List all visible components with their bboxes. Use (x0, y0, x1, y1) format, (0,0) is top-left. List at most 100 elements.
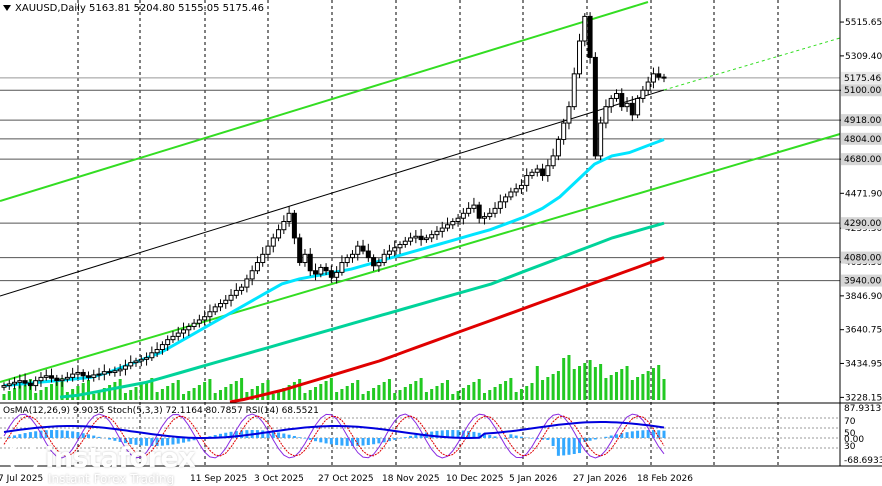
volume-bar (39, 390, 42, 400)
volume-bar (531, 383, 534, 400)
volume-bar (404, 387, 407, 400)
volume-bar (129, 390, 132, 400)
candle-body (504, 197, 508, 202)
candle-body (393, 248, 397, 251)
volume-bar (457, 391, 460, 400)
candle-body (651, 74, 655, 82)
osma-bar (589, 438, 592, 441)
osma-bar (604, 437, 607, 438)
volume-bar (636, 377, 639, 400)
x-tick-label: 18 Nov 2025 (382, 474, 440, 484)
candle-body (361, 246, 365, 251)
candle-body (456, 218, 460, 221)
osma-bar (50, 430, 53, 438)
candle-body (108, 372, 112, 373)
candle-body (514, 189, 518, 192)
osma-bar (340, 438, 343, 446)
osma-bar (494, 436, 497, 438)
level-label: 4918.00 (844, 116, 881, 126)
osma-bar (404, 437, 407, 438)
volume-bar (356, 380, 359, 400)
candle-body (213, 307, 217, 312)
volume-bar (346, 386, 349, 400)
candle-body (350, 254, 354, 257)
volume-bar (76, 386, 79, 400)
candle-body (182, 330, 186, 333)
osma-bar (66, 431, 69, 438)
candle-body (519, 185, 523, 188)
osma-bar (520, 437, 523, 438)
volume-bar (599, 364, 602, 400)
osma-bar (330, 438, 333, 444)
candle-body (430, 235, 434, 238)
volume-bar (472, 382, 475, 400)
candle-body (599, 123, 603, 156)
volume-bar (3, 394, 6, 400)
candle-body (97, 374, 101, 375)
volume-bar (267, 380, 270, 400)
volume-bar (615, 372, 618, 400)
candle-body (282, 222, 286, 230)
level-label: 4080.00 (844, 254, 881, 264)
volume-bar (119, 379, 122, 400)
indicator-axis-label: 87.9313 (844, 404, 881, 414)
candle-body (387, 251, 391, 254)
volume-bar (113, 382, 116, 400)
candle-body (208, 312, 212, 317)
volume-bar (240, 378, 243, 400)
candle-body (50, 376, 54, 378)
candle-body (372, 258, 376, 266)
indicator-axis-label: 0.00 (844, 435, 864, 445)
candle-body (129, 363, 133, 366)
candle-body (176, 333, 180, 336)
candle-body (187, 327, 191, 330)
osma-bar (335, 438, 338, 445)
candle-body (578, 41, 582, 74)
volume-bar (504, 381, 507, 400)
osma-bar (567, 438, 570, 455)
volume-bar (214, 393, 217, 400)
osma-bar (636, 431, 639, 438)
candle-body (477, 205, 481, 218)
candle-body (335, 272, 339, 277)
osma-bar (298, 437, 301, 438)
candle-body (440, 228, 444, 231)
volume-bar (198, 385, 201, 400)
candle-body (414, 236, 418, 238)
osma-bar (98, 437, 101, 438)
candle-body (261, 254, 265, 262)
x-tick-label: 5 Jan 2026 (509, 474, 557, 484)
volume-bar (626, 366, 629, 400)
level-label: 5175.46 (844, 74, 881, 84)
volume-bar (309, 390, 312, 400)
osma-bar (488, 435, 491, 438)
volume-bar (124, 393, 127, 400)
osma-bar (277, 432, 280, 438)
volume-bar (414, 381, 417, 400)
candle-body (472, 205, 476, 208)
candle-body (298, 238, 302, 263)
candle-body (625, 103, 629, 106)
volume-bar (451, 394, 454, 400)
logo-mark-icon (8, 442, 40, 474)
volume-bar (50, 384, 53, 400)
volume-bar (34, 393, 37, 400)
y-tick-label: 5515.65 (845, 18, 882, 28)
volume-bar (362, 394, 365, 400)
osma-bar (393, 438, 396, 440)
volume-bar (319, 384, 322, 400)
candle-body (171, 336, 175, 339)
volume-bar (430, 389, 433, 400)
candle-body (562, 123, 566, 139)
osma-bar (546, 438, 549, 440)
candle-body (535, 169, 539, 172)
candle-body (113, 371, 117, 373)
osma-bar (309, 438, 312, 440)
volume-bar (161, 389, 164, 400)
x-tick-label: 27 Jan 2026 (573, 474, 627, 484)
volume-bar (303, 393, 306, 400)
volume-bar (45, 387, 48, 400)
x-tick-label: 27 Oct 2025 (318, 474, 374, 484)
candle-body (493, 208, 497, 213)
volume-bar (478, 379, 481, 400)
